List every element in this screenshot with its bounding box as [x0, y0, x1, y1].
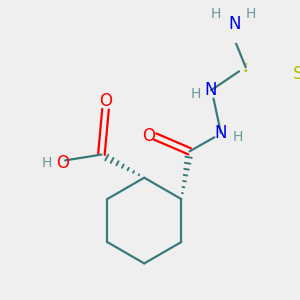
- Text: H: H: [191, 87, 201, 101]
- Text: O: O: [56, 154, 69, 172]
- Text: O: O: [99, 92, 112, 110]
- Text: S: S: [293, 65, 300, 83]
- Text: N: N: [228, 15, 240, 33]
- Text: H: H: [245, 8, 256, 22]
- Text: O: O: [142, 128, 155, 146]
- Text: N: N: [205, 81, 217, 99]
- Text: H: H: [232, 130, 243, 144]
- Text: H: H: [42, 156, 52, 170]
- Text: H: H: [211, 8, 221, 22]
- Text: N: N: [215, 124, 227, 142]
